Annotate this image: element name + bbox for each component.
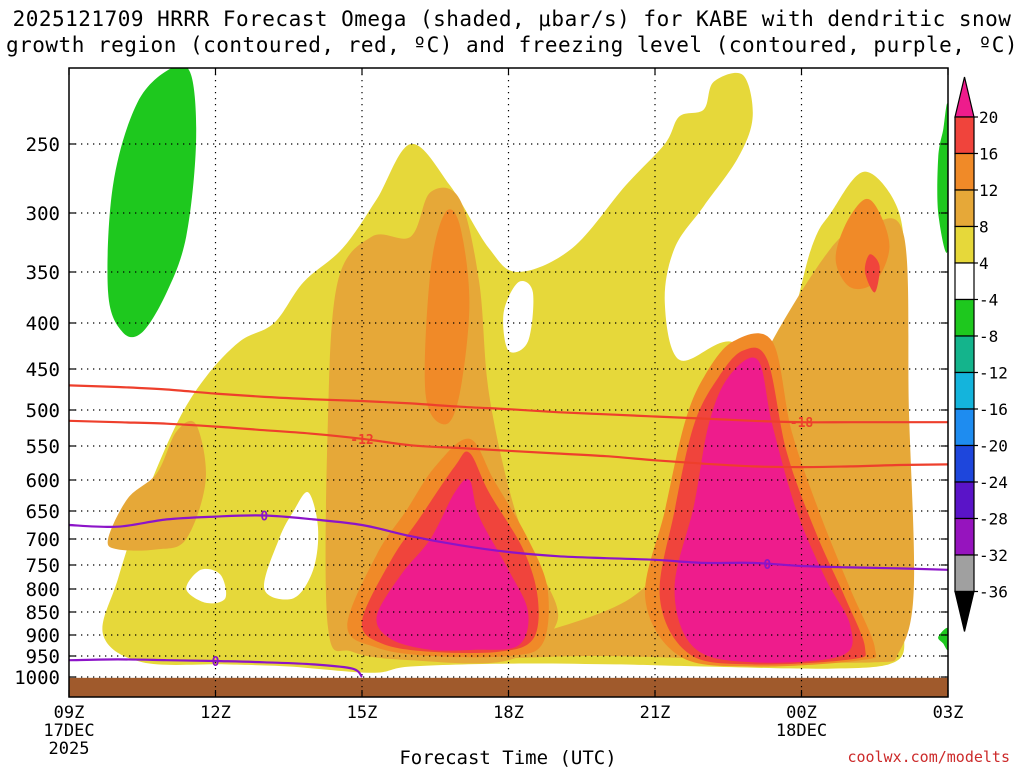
y-tick-label-900: 900	[26, 625, 60, 647]
colorbar-top-arrow	[954, 76, 975, 118]
x-tick-date-09Z: 17DEC	[43, 721, 94, 741]
y-tick-label-850: 850	[26, 602, 60, 624]
x-tick-label-12Z: 12Z	[200, 703, 231, 723]
colorbar-segment-8	[954, 371, 975, 410]
omega-shading	[69, 68, 948, 697]
colorbar-label-4: 4	[979, 254, 989, 273]
x-tick-year-09Z: 2025	[49, 739, 90, 759]
colorbar-segment-5	[954, 262, 975, 301]
colorbar-label--24: -24	[979, 473, 1008, 492]
omega-region-12-6	[424, 209, 470, 425]
y-tick-label-800: 800	[26, 579, 60, 601]
y-tick-label-550: 550	[26, 436, 60, 458]
colorbar-bottom-arrow	[954, 590, 975, 632]
omega-region-negative-2	[937, 103, 948, 253]
y-tick-label-600: 600	[26, 470, 60, 492]
colorbar-label--36: -36	[979, 583, 1008, 602]
y-tick-label-300: 300	[26, 203, 60, 225]
omega-region-20-11	[674, 357, 853, 663]
colorbar-label--16: -16	[979, 400, 1008, 419]
omega-region-20-12	[376, 478, 529, 651]
omega-region-16-10	[864, 254, 880, 293]
x-tick-label-21Z: 21Z	[640, 703, 671, 723]
colorbar-label-12: 12	[979, 181, 998, 200]
omega-region-negative-3	[938, 627, 948, 651]
y-tick-label-650: 650	[26, 501, 60, 523]
colorbar-segment-7	[954, 335, 975, 374]
y-tick-label-350: 350	[26, 262, 60, 284]
omega-region-near-zero-1	[186, 568, 227, 604]
colorbar-label--8: -8	[979, 327, 998, 346]
colorbar-segment-4	[954, 225, 975, 264]
colorbar-segment-6	[954, 298, 975, 337]
colorbar-segment-13	[954, 554, 975, 593]
colorbar-segment-3	[954, 189, 975, 228]
colorbar-segment-2	[954, 152, 975, 191]
colorbar-segment-10	[954, 444, 975, 483]
terrain-block	[69, 677, 948, 697]
x-tick-label-15Z: 15Z	[347, 703, 378, 723]
colorbar-label-20: 20	[979, 108, 998, 127]
colorbar: 20 16 12 8 4 -4 -8 -12 -16 -20 -24 -28 -32 -36	[954, 76, 1008, 632]
x-tick-date-00Z: 18DEC	[776, 721, 827, 741]
y-tick-label-950: 950	[26, 646, 60, 668]
y-tick-label-400: 400	[26, 313, 60, 335]
colorbar-label-16: 16	[979, 145, 998, 164]
y-tick-label-450: 450	[26, 359, 60, 381]
snow-growth-contour-line-1	[69, 384, 948, 424]
x-tick-label-03Z: 03Z	[933, 703, 964, 723]
omega-region-near-zero-2	[503, 280, 534, 353]
colorbar-label--28: -28	[979, 510, 1008, 529]
axes: 2503003504004505005506006507007508008509…	[14, 68, 963, 768]
credit-text[interactable]: coolwx.com/modelts	[847, 748, 1010, 766]
x-tick-label-00Z: 00Z	[786, 703, 817, 723]
colorbar-segment-11	[954, 481, 975, 520]
freezing-level-contour-line-3	[69, 658, 363, 678]
x-tick-label-18Z: 18Z	[493, 703, 524, 723]
colorbar-segment-1	[954, 116, 975, 155]
y-tick-label-500: 500	[26, 400, 60, 422]
title-line-2: growth region (contoured, red, ºC) and f…	[5, 33, 1019, 57]
snow-growth-contour-label-2: -12	[350, 433, 373, 448]
colorbar-label--32: -32	[979, 546, 1008, 565]
colorbar-segment-9	[954, 408, 975, 447]
colorbar-label--20: -20	[979, 437, 1008, 456]
colorbar-label-8: 8	[979, 218, 989, 237]
x-axis-label: Forecast Time (UTC)	[399, 747, 616, 768]
colorbar-segment-12	[954, 517, 975, 556]
colorbar-label--12: -12	[979, 364, 1008, 383]
snow-growth-contour-label-1: -18	[790, 416, 814, 431]
freezing-level-contour-line-1	[69, 514, 948, 571]
freezing-level-contour-label-1: 0	[260, 509, 268, 524]
x-tick-label-09Z: 09Z	[54, 703, 85, 723]
omega-region-negative-1	[107, 68, 197, 338]
y-tick-label-1000: 1000	[14, 667, 60, 689]
chart-title: 2025121709 HRRR Forecast Omega (shaded, …	[0, 6, 1024, 58]
contour-lines: -18 -12 0 0 0	[69, 384, 948, 678]
colorbar-label--4: -4	[979, 291, 998, 310]
snow-growth-contour-line-2	[69, 419, 948, 469]
title-line-1: 2025121709 HRRR Forecast Omega (shaded, …	[12, 7, 1012, 31]
y-tick-label-750: 750	[26, 555, 60, 577]
freezing-level-contour-label-2: 0	[763, 558, 771, 573]
y-tick-label-700: 700	[26, 529, 60, 551]
y-tick-label-250: 250	[26, 134, 60, 156]
freezing-level-contour-label-3: 0	[212, 655, 220, 670]
